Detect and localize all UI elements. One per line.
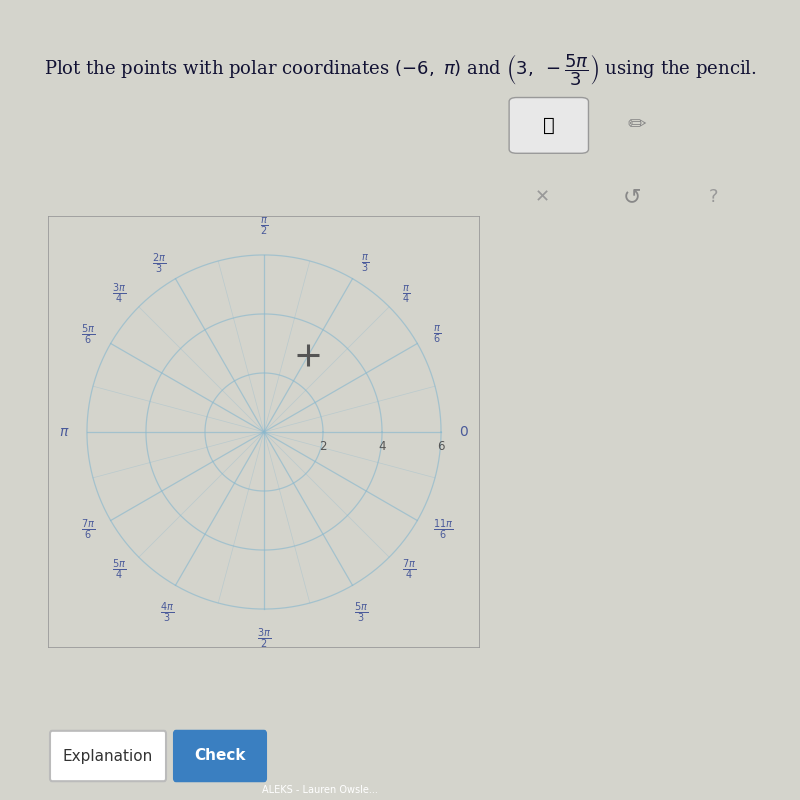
Text: $\frac{11\pi}{6}$: $\frac{11\pi}{6}$ (433, 518, 453, 542)
Text: $\pi$: $\pi$ (58, 425, 70, 439)
Text: 6: 6 (438, 440, 445, 454)
Text: $\frac{2\pi}{3}$: $\frac{2\pi}{3}$ (153, 251, 166, 275)
Text: Plot the points with polar coordinates $(-6,\ \pi)$ and $\left(3,\ -\dfrac{5\pi}: Plot the points with polar coordinates $… (43, 52, 757, 88)
Text: $\frac{7\pi}{4}$: $\frac{7\pi}{4}$ (402, 558, 416, 582)
FancyBboxPatch shape (50, 731, 166, 781)
Text: $\frac{5\pi}{3}$: $\frac{5\pi}{3}$ (354, 601, 369, 625)
Text: $\frac{\pi}{6}$: $\frac{\pi}{6}$ (433, 324, 441, 346)
Text: $\frac{5\pi}{6}$: $\frac{5\pi}{6}$ (81, 322, 95, 346)
Text: 4: 4 (378, 440, 386, 454)
Text: $\frac{3\pi}{2}$: $\frac{3\pi}{2}$ (257, 626, 271, 651)
Text: $\frac{\pi}{2}$: $\frac{\pi}{2}$ (260, 215, 268, 238)
Text: $\frac{\pi}{3}$: $\frac{\pi}{3}$ (362, 253, 370, 274)
Text: Explanation: Explanation (63, 749, 153, 763)
Text: $\frac{7\pi}{6}$: $\frac{7\pi}{6}$ (81, 518, 95, 542)
FancyBboxPatch shape (174, 731, 266, 781)
Text: ✕: ✕ (535, 188, 550, 206)
Text: $\frac{4\pi}{3}$: $\frac{4\pi}{3}$ (159, 601, 174, 625)
Text: ?: ? (709, 188, 718, 206)
Text: ✏: ✏ (628, 115, 646, 135)
Text: $\frac{5\pi}{4}$: $\frac{5\pi}{4}$ (112, 558, 126, 582)
Text: $\frac{\pi}{4}$: $\frac{\pi}{4}$ (402, 283, 410, 305)
FancyBboxPatch shape (509, 98, 589, 154)
Text: $\frac{3\pi}{4}$: $\frac{3\pi}{4}$ (112, 282, 126, 306)
Text: ↺: ↺ (622, 186, 642, 206)
Text: 2: 2 (319, 440, 326, 454)
Text: Check: Check (194, 749, 246, 763)
Text: $0$: $0$ (458, 425, 469, 439)
Text: 🧹: 🧹 (543, 116, 554, 135)
Text: ALEKS - Lauren Owsle...: ALEKS - Lauren Owsle... (262, 785, 378, 795)
